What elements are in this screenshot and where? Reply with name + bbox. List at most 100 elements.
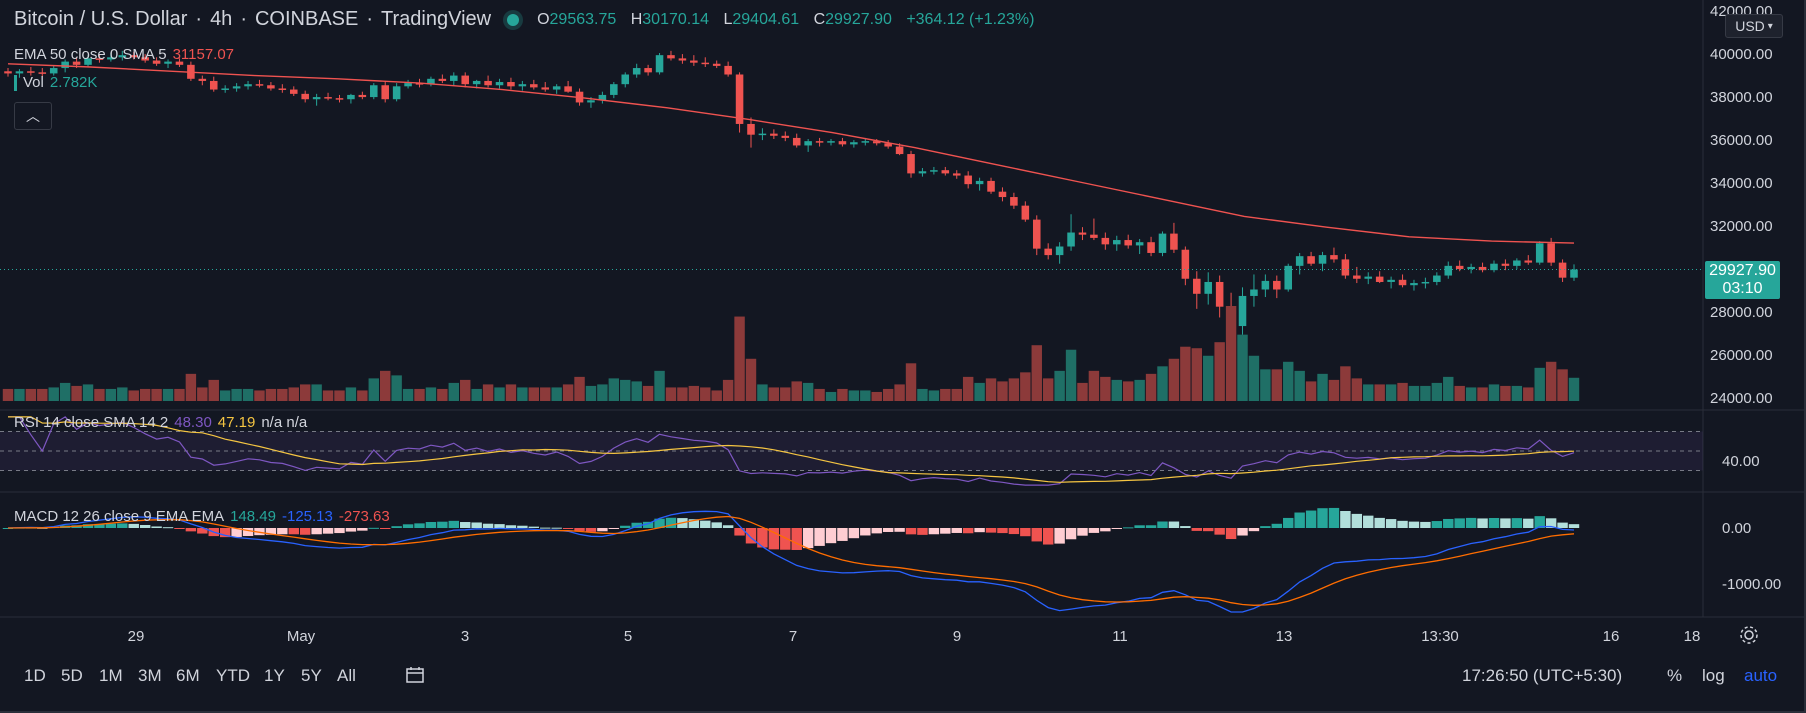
range-button[interactable]: 1M: [99, 666, 123, 685]
range-button[interactable]: 6M: [176, 666, 200, 685]
volume-bar: [357, 390, 368, 401]
clock-label[interactable]: 17:26:50 (UTC+5:30): [1462, 666, 1623, 685]
volume-bar: [494, 387, 505, 401]
candle-body: [301, 93, 309, 100]
macd-histogram-bar: [1191, 528, 1203, 531]
volume-bar: [1545, 361, 1557, 401]
volume-bar: [128, 390, 139, 401]
macd-histogram-bar: [299, 528, 311, 535]
volume-bar: [848, 390, 860, 401]
vol-label: Vol: [23, 74, 44, 91]
candle-body: [1444, 265, 1453, 276]
volume-bar: [59, 382, 71, 401]
volume-bar: [654, 370, 665, 401]
candle-body: [370, 85, 378, 98]
volume-bar: [711, 390, 722, 401]
candle-body: [415, 83, 424, 85]
volume-bar: [1488, 384, 1500, 401]
last-price-tag: 29927.90 03:10: [1705, 261, 1780, 299]
ema-legend[interactable]: EMA 50 close 0 SMA 5 31157.07: [14, 46, 240, 63]
range-button[interactable]: 1D: [24, 666, 46, 685]
candle-body: [518, 84, 527, 87]
macd-histogram-bar: [688, 519, 700, 528]
price-pane: [0, 50, 1703, 361]
auto-toggle[interactable]: auto: [1744, 666, 1778, 685]
candle-body: [450, 75, 458, 81]
time-axis-label: 11: [1112, 628, 1128, 645]
volume-bar: [117, 387, 128, 401]
range-button[interactable]: 5Y: [301, 666, 322, 685]
interval-label[interactable]: 4h: [210, 8, 233, 30]
macd-histogram-bar: [917, 528, 928, 535]
range-button[interactable]: 1Y: [264, 666, 285, 685]
volume-bar: [1260, 369, 1271, 401]
macd-histogram-bar: [1328, 507, 1340, 528]
volume-bar: [219, 390, 231, 401]
range-button[interactable]: 3M: [138, 666, 162, 685]
volume-bar: [802, 382, 814, 401]
date-range-icon[interactable]: [404, 664, 426, 691]
volume-bar: [1374, 384, 1385, 401]
range-button[interactable]: 5D: [61, 666, 83, 685]
volume-bar: [471, 388, 482, 401]
range-button[interactable]: YTD: [216, 666, 250, 685]
candle-body: [495, 82, 504, 86]
macd-histogram-bar: [1134, 525, 1145, 528]
vol-legend[interactable]: Vol 2.782K: [14, 74, 103, 92]
volume-bar: [254, 390, 265, 401]
volume-bar: [1271, 369, 1283, 401]
candle-body: [38, 72, 47, 74]
candle-body: [107, 57, 115, 60]
volume-bar: [391, 375, 402, 401]
macd-histogram-bar: [1431, 521, 1443, 528]
volume-bar: [722, 379, 734, 401]
volume-bar: [917, 388, 928, 401]
candle-body: [1307, 256, 1315, 264]
close-value: 29927.90: [825, 10, 892, 28]
macd-histogram-bar: [242, 528, 254, 537]
currency-selector[interactable]: USD ▾: [1725, 14, 1783, 38]
volume-bar: [574, 376, 585, 401]
candle-body: [1490, 263, 1498, 271]
volume-bar: [174, 388, 185, 401]
low-value: 29404.61: [732, 10, 800, 28]
volume-bar: [1122, 381, 1134, 401]
high-value: 30170.14: [642, 10, 710, 28]
macd-line: [7, 510, 1575, 613]
volume-bar: [368, 378, 379, 401]
range-button[interactable]: All: [337, 666, 356, 685]
percent-toggle[interactable]: %: [1667, 666, 1683, 685]
macd-histogram-bar: [1225, 528, 1237, 540]
candle-body: [1353, 275, 1361, 279]
volume-bar: [197, 387, 208, 401]
settings-gear-icon[interactable]: [1738, 624, 1760, 651]
volume-bar: [379, 370, 391, 401]
candle-body: [770, 133, 778, 136]
collapse-legend-button[interactable]: ︿: [14, 102, 52, 130]
candle-body: [598, 94, 607, 101]
candle-body: [930, 170, 938, 172]
candle-body: [1181, 249, 1190, 279]
macd-histogram-bar: [494, 524, 505, 528]
volume-bar: [299, 384, 311, 401]
volume-bar: [1511, 385, 1523, 401]
macd-histogram-bar: [1065, 528, 1077, 540]
volume-bar: [1111, 379, 1122, 401]
candle-body: [1010, 197, 1018, 206]
volume-bar: [745, 358, 757, 401]
volume-bar: [1065, 349, 1077, 401]
macd-histogram-bar: [402, 524, 414, 528]
volume-bar: [94, 388, 105, 401]
volume-bar: [974, 382, 985, 401]
log-toggle[interactable]: log: [1702, 666, 1725, 685]
macd-legend[interactable]: MACD 12 26 close 9 EMA EMA 148.49 -125.13-…: [14, 508, 396, 525]
macd-histogram-bar: [665, 517, 677, 528]
macd-histogram-bar: [642, 521, 654, 528]
macd-histogram-bar: [1042, 528, 1054, 545]
symbol-title[interactable]: Bitcoin / U.S. Dollar: [14, 8, 188, 30]
time-axis-label: 16: [1603, 628, 1620, 645]
rsi-legend[interactable]: RSI 14 close SMA 14 2 48.30 47.19 n/a n/a: [14, 414, 313, 431]
macd-histogram-bar: [414, 523, 425, 528]
volume-bar: [940, 388, 951, 401]
